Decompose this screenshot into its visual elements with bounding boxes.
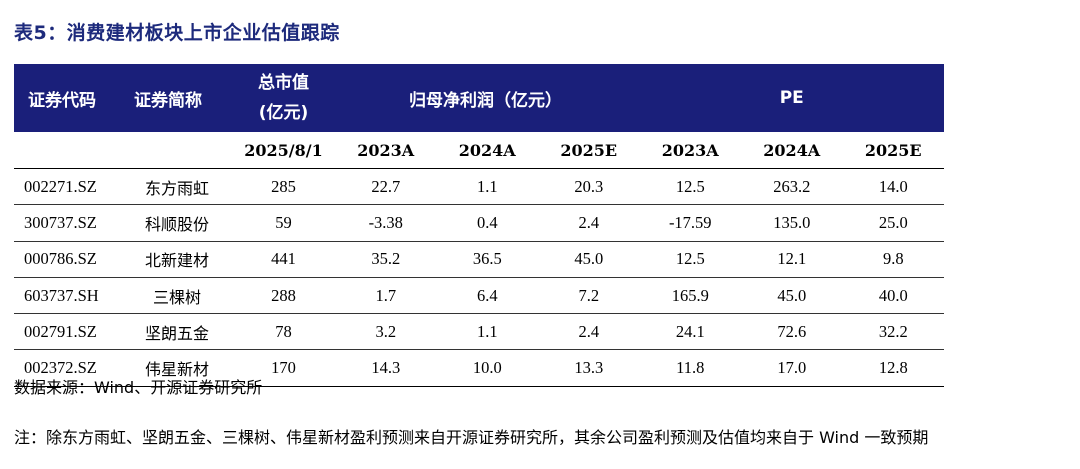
table-title: 表5：消费建材板块上市企业估值跟踪 xyxy=(14,22,340,44)
cell-code: 002372.SZ xyxy=(14,349,122,387)
cell-pe-2024a: 72.6 xyxy=(741,313,843,351)
cell-np-2025e: 2.4 xyxy=(538,204,640,242)
cell-np-2023a: 14.3 xyxy=(335,349,437,387)
header-net-profit: 归母净利润（亿元） xyxy=(335,64,640,132)
subheader-pe-2025e: 2025E xyxy=(842,132,945,169)
cell-name: 科顺股份 xyxy=(122,204,232,242)
valuation-table: 证券代码 证券简称 总市值 (亿元) 归母净利润（亿元） PE 2025/8/1… xyxy=(14,64,945,387)
subheader-np-2024a: 2024A xyxy=(436,132,538,169)
cell-np-2025e: 13.3 xyxy=(538,349,640,387)
subheader-empty xyxy=(122,132,232,169)
cell-np-2025e: 7.2 xyxy=(538,277,640,315)
cell-name: 三棵树 xyxy=(122,277,232,315)
cell-name: 伟星新材 xyxy=(122,349,232,387)
cell-market-value: 59 xyxy=(232,204,335,242)
cell-pe-2023a: 11.8 xyxy=(639,349,741,387)
cell-code: 002791.SZ xyxy=(14,313,122,351)
cell-np-2024a: 6.4 xyxy=(436,277,538,315)
cell-market-value: 78 xyxy=(232,313,335,351)
header-market-value: 总市值 (亿元) xyxy=(232,64,335,132)
footnote: 注：除东方雨虹、坚朗五金、三棵树、伟星新材盈利预测来自开源证券研究所，其余公司盈… xyxy=(14,428,929,447)
cell-pe-2024a: 263.2 xyxy=(741,168,843,206)
cell-pe-2025e: 25.0 xyxy=(842,204,945,242)
table-row: 300737.SZ 科顺股份 59 -3.38 0.4 2.4 -17.59 1… xyxy=(14,204,945,242)
table-row: 002271.SZ 东方雨虹 285 22.7 1.1 20.3 12.5 26… xyxy=(14,168,945,206)
cell-np-2025e: 2.4 xyxy=(538,313,640,351)
cell-name: 北新建材 xyxy=(122,241,232,278)
cell-market-value: 288 xyxy=(232,277,335,315)
subheader-pe-2023a: 2023A xyxy=(639,132,741,169)
cell-np-2023a: -3.38 xyxy=(335,204,437,242)
cell-name: 东方雨虹 xyxy=(122,168,232,206)
header-market-value-line2: (亿元) xyxy=(258,103,309,123)
subheader-row: 2025/8/1 2023A 2024A 2025E 2023A 2024A 2… xyxy=(14,132,945,169)
cell-np-2024a: 10.0 xyxy=(436,349,538,387)
cell-pe-2024a: 12.1 xyxy=(741,241,843,278)
cell-pe-2025e: 14.0 xyxy=(842,168,945,206)
cell-market-value: 170 xyxy=(232,349,335,387)
cell-np-2023a: 22.7 xyxy=(335,168,437,206)
cell-pe-2023a: 24.1 xyxy=(639,313,741,351)
cell-market-value: 285 xyxy=(232,168,335,206)
cell-np-2023a: 3.2 xyxy=(335,313,437,351)
cell-pe-2023a: 165.9 xyxy=(639,277,741,315)
cell-np-2023a: 1.7 xyxy=(335,277,437,315)
subheader-empty xyxy=(14,132,122,169)
cell-np-2024a: 36.5 xyxy=(436,241,538,278)
cell-np-2024a: 0.4 xyxy=(436,204,538,242)
cell-np-2025e: 45.0 xyxy=(538,241,640,278)
header-row: 证券代码 证券简称 总市值 (亿元) 归母净利润（亿元） PE xyxy=(14,64,945,132)
subheader-pe-2024a: 2024A xyxy=(741,132,843,169)
subheader-np-2025e: 2025E xyxy=(538,132,640,169)
cell-code: 603737.SH xyxy=(14,277,122,315)
cell-pe-2025e: 40.0 xyxy=(842,277,945,315)
cell-pe-2023a: -17.59 xyxy=(639,204,741,242)
cell-code: 000786.SZ xyxy=(14,241,122,278)
cell-market-value: 441 xyxy=(232,241,335,278)
cell-pe-2023a: 12.5 xyxy=(639,168,741,206)
cell-pe-2023a: 12.5 xyxy=(639,241,741,278)
cell-pe-2024a: 45.0 xyxy=(741,277,843,315)
cell-np-2025e: 20.3 xyxy=(538,168,640,206)
cell-np-2024a: 1.1 xyxy=(436,313,538,351)
cell-code: 300737.SZ xyxy=(14,204,122,242)
cell-pe-2025e: 32.2 xyxy=(842,313,945,351)
cell-pe-2025e: 12.8 xyxy=(842,349,945,387)
table-row: 603737.SH 三棵树 288 1.7 6.4 7.2 165.9 45.0… xyxy=(14,277,945,315)
header-market-value-line1: 总市值 xyxy=(258,73,309,93)
subheader-date: 2025/8/1 xyxy=(232,132,335,169)
cell-code: 002271.SZ xyxy=(14,168,122,206)
table-row: 002372.SZ 伟星新材 170 14.3 10.0 13.3 11.8 1… xyxy=(14,349,945,387)
table-row: 000786.SZ 北新建材 441 35.2 36.5 45.0 12.5 1… xyxy=(14,241,945,278)
cell-pe-2025e: 9.8 xyxy=(842,241,945,278)
table-row: 002791.SZ 坚朗五金 78 3.2 1.1 2.4 24.1 72.6 … xyxy=(14,313,945,351)
cell-pe-2024a: 17.0 xyxy=(741,349,843,387)
cell-pe-2024a: 135.0 xyxy=(741,204,843,242)
header-name: 证券简称 xyxy=(122,64,232,132)
cell-np-2023a: 35.2 xyxy=(335,241,437,278)
header-pe: PE xyxy=(639,64,945,132)
header-code: 证券代码 xyxy=(14,64,122,132)
data-source: 数据来源：Wind、开源证券研究所 xyxy=(14,378,263,397)
cell-np-2024a: 1.1 xyxy=(436,168,538,206)
subheader-np-2023a: 2023A xyxy=(335,132,437,169)
cell-name: 坚朗五金 xyxy=(122,313,232,351)
